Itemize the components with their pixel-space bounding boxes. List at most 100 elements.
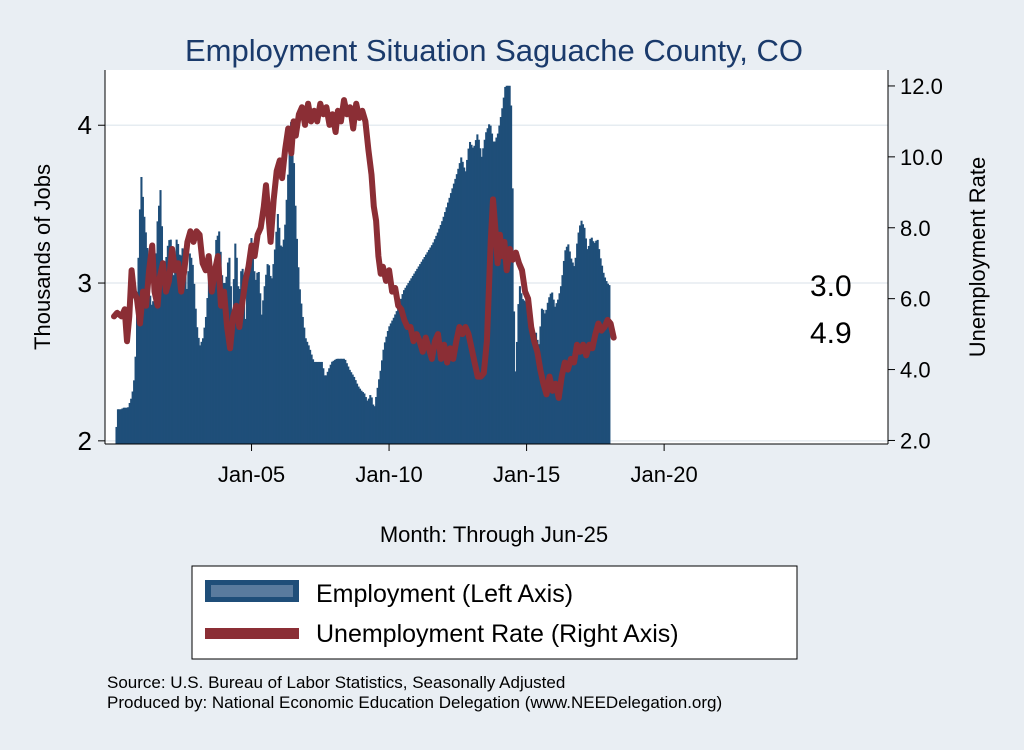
employment-bar [226,262,230,444]
employment-bar [182,250,186,444]
employment-bar [383,342,386,444]
employment-bar [155,253,158,444]
employment-bar [260,314,263,444]
employment-bar [342,358,345,444]
employment-bar [532,336,535,444]
employment-bar [562,260,565,444]
employment-bar [279,245,282,444]
employment-bar [405,285,408,444]
employment-bar [460,157,463,444]
employment-bar [306,341,309,444]
employment-bar [181,248,184,444]
employment-bar [221,275,224,444]
employment-bar [168,240,171,444]
employment-bar [254,279,257,444]
employment-bar [136,314,139,444]
employment-bar [408,280,411,444]
employment-bar [444,212,447,444]
employment-bar [275,231,278,444]
employment-bar [238,288,241,444]
employment-bar [366,400,369,444]
tick-layer: 2 3 4 2.0 4.0 6.0 8.0 10.0 12.0 Jan-05 Jan-10 Jan-1… [78,74,943,487]
employment-bar [165,257,168,444]
employment-bar [246,286,249,444]
employment-bar [376,387,379,444]
employment-bar [202,338,205,444]
employment-bar [515,341,519,444]
employment-bar [549,293,552,444]
employment-bar [400,298,403,444]
employment-bar [501,108,504,444]
employment-bar [143,216,146,444]
employment-bar [378,379,381,444]
legend: Employment (Left Axis) Unemployment Rate… [191,565,798,660]
employment-bar [395,311,398,444]
employment-bar [530,333,533,444]
employment-bar [458,163,461,445]
employment-bar [561,275,564,444]
x-axis-title: Month: Through Jun-25 [380,522,608,547]
employment-bar [290,122,293,444]
employment-bar [122,407,125,444]
employment-bar [402,290,406,444]
employment-bar [382,349,385,444]
employment-bar [416,268,419,444]
employment-bar [345,363,348,444]
employment-bar [404,287,407,444]
employment-bar [196,327,199,444]
employment-bar [558,293,561,444]
employment-bar [608,285,611,444]
employment-bar [149,295,152,444]
employment-bar [197,337,200,444]
employment-bar [463,167,466,444]
employment-bar [216,235,219,444]
employment-bar [479,148,482,444]
employment-bar [606,283,609,444]
x-tick-label: Jan-20 [630,462,697,487]
employment-bar [332,360,335,444]
employment-bar [166,245,169,444]
employment-bar [471,147,475,444]
employment-bar [150,304,153,444]
x-tick-label: Jan-15 [493,462,560,487]
employment-bar [445,207,448,444]
employment-bar [269,275,272,444]
legend-label-unemployment: Unemployment Rate (Right Axis) [316,620,679,648]
employment-bar [292,163,296,445]
employment-bar [304,338,307,444]
employment-bar [476,134,479,444]
employment-bar [546,302,549,444]
employment-bar [130,398,133,444]
employment-bar [335,358,338,444]
right-axis-title: Unemployment Rate [965,157,990,358]
employment-bar [265,274,268,444]
employment-bar [518,286,521,444]
employment-bar [206,298,209,444]
employment-bar [240,271,243,444]
employment-bar [288,148,291,444]
employment-bar [213,263,216,444]
x-tick-label: Jan-10 [355,462,422,487]
employment-bar [262,300,265,444]
employment-bar [580,220,583,444]
employment-bar [159,190,162,444]
producer-line: Produced by: National Economic Education… [107,693,723,712]
legend-swatch-employment-inner [211,585,293,597]
employment-bar [184,271,187,444]
employment-bar [300,303,303,444]
employment-bar [492,141,495,444]
employment-bar [407,283,410,444]
employment-bar [473,145,476,445]
employment-bar [307,345,310,444]
employment-bar [212,290,215,444]
employment-bar [204,316,208,444]
employment-bar [469,141,472,445]
employment-bar [511,188,514,444]
employment-bar [152,301,155,444]
employment-bar [175,239,178,444]
source-line: Source: U.S. Bureau of Labor Statistics,… [107,673,566,692]
employment-bar [235,257,238,444]
employment-bar [483,139,486,444]
employment-bar [131,391,134,444]
employment-bar [147,270,150,444]
